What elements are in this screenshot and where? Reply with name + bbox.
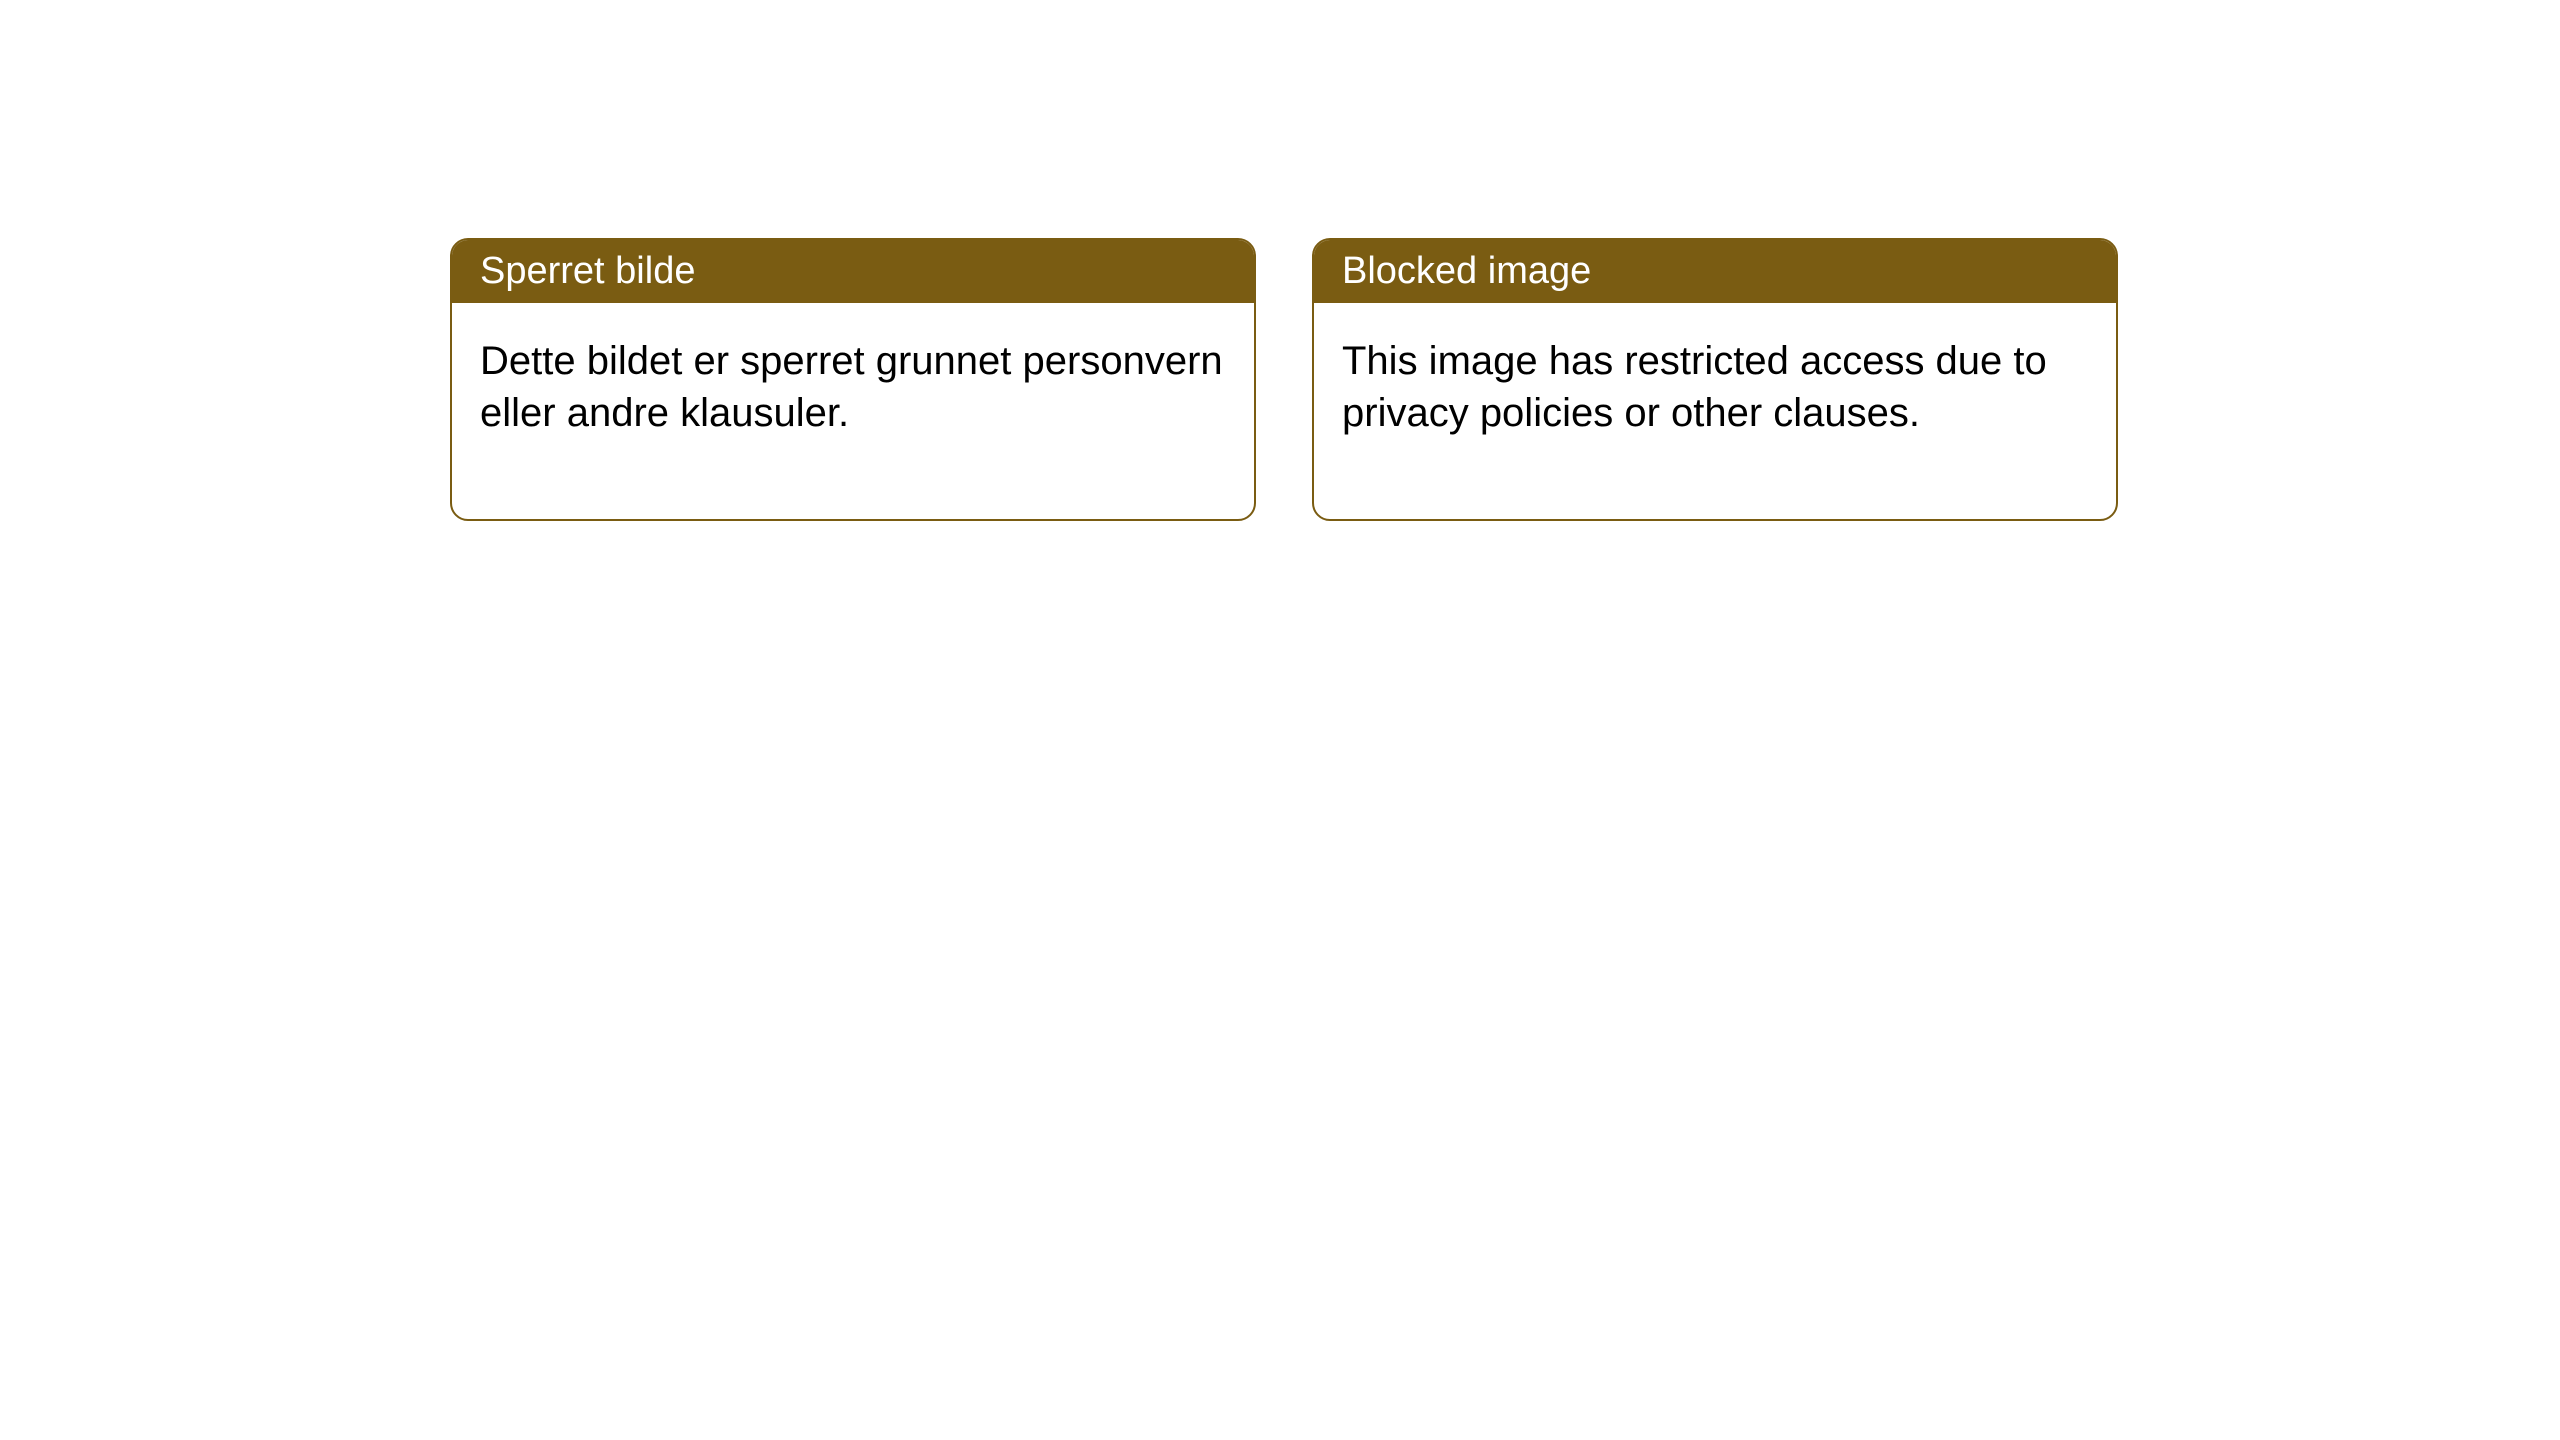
- card-body-text: Dette bildet er sperret grunnet personve…: [480, 339, 1223, 435]
- card-title: Blocked image: [1342, 250, 1591, 292]
- card-container: Sperret bilde Dette bildet er sperret gr…: [450, 238, 2118, 521]
- blocked-image-card-en: Blocked image This image has restricted …: [1312, 238, 2118, 521]
- blocked-image-card-no: Sperret bilde Dette bildet er sperret gr…: [450, 238, 1256, 521]
- card-header: Sperret bilde: [452, 240, 1254, 303]
- card-header: Blocked image: [1314, 240, 2116, 303]
- card-title: Sperret bilde: [480, 250, 695, 292]
- card-body: Dette bildet er sperret grunnet personve…: [452, 303, 1254, 519]
- card-body-text: This image has restricted access due to …: [1342, 339, 2047, 435]
- card-body: This image has restricted access due to …: [1314, 303, 2116, 519]
